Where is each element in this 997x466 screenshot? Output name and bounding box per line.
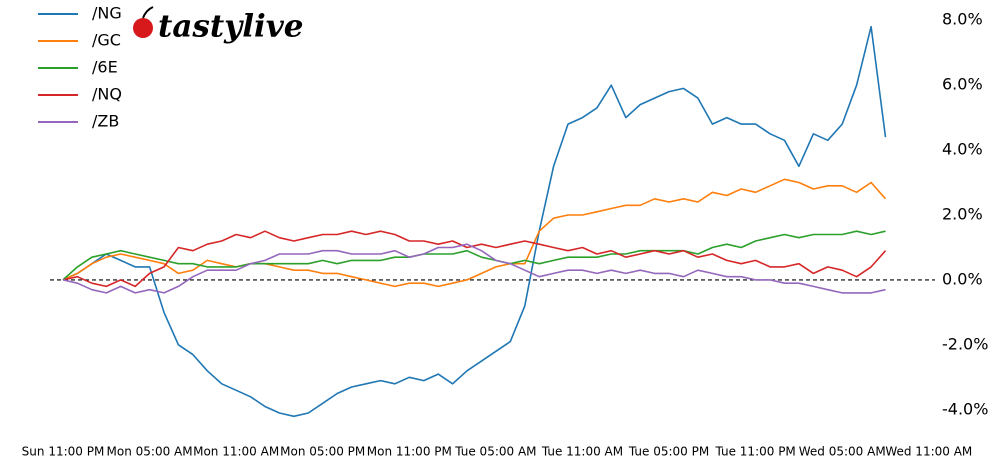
x-tick-label: Tue 11:00 PM (714, 445, 795, 459)
x-tick-label: Mon 05:00 AM (107, 445, 193, 459)
x-tick-label: Mon 11:00 AM (193, 445, 279, 459)
x-tick-label: Tue 05:00 AM (454, 445, 536, 459)
x-tick-label: Wed 11:00 AM (885, 445, 972, 459)
y-tick-label: -2.0% (942, 334, 988, 353)
legend-label: /6E (92, 58, 118, 77)
y-tick-label: 4.0% (942, 140, 983, 159)
x-tick-label: Mon 11:00 PM (367, 445, 452, 459)
logo-text: tastylive (158, 9, 303, 45)
legend-label: /NG (92, 4, 122, 23)
x-tick-label: Wed 05:00 AM (799, 445, 886, 459)
logo-cherry (133, 18, 153, 38)
y-tick-label: 6.0% (942, 75, 983, 94)
y-tick-label: 8.0% (942, 10, 983, 29)
legend-label: /NQ (92, 85, 122, 104)
logo-stem (142, 6, 154, 19)
x-tick-label: Sun 11:00 PM (22, 445, 105, 459)
legend-label: /GC (92, 31, 121, 50)
series-line (62, 230, 886, 281)
y-tick-label: 0.0% (942, 269, 983, 288)
series-line (62, 230, 887, 288)
legend-label: /ZB (92, 112, 119, 131)
series-line (62, 25, 887, 418)
series-line (62, 243, 886, 294)
y-tick-label: 2.0% (942, 205, 983, 224)
series-line (62, 178, 887, 288)
y-tick-label: -4.0% (942, 399, 988, 418)
x-tick-label: Tue 11:00 AM (541, 445, 623, 459)
logo: tastylive (133, 6, 303, 45)
x-tick-label: Tue 05:00 PM (628, 445, 709, 459)
x-tick-label: Mon 05:00 PM (280, 445, 365, 459)
